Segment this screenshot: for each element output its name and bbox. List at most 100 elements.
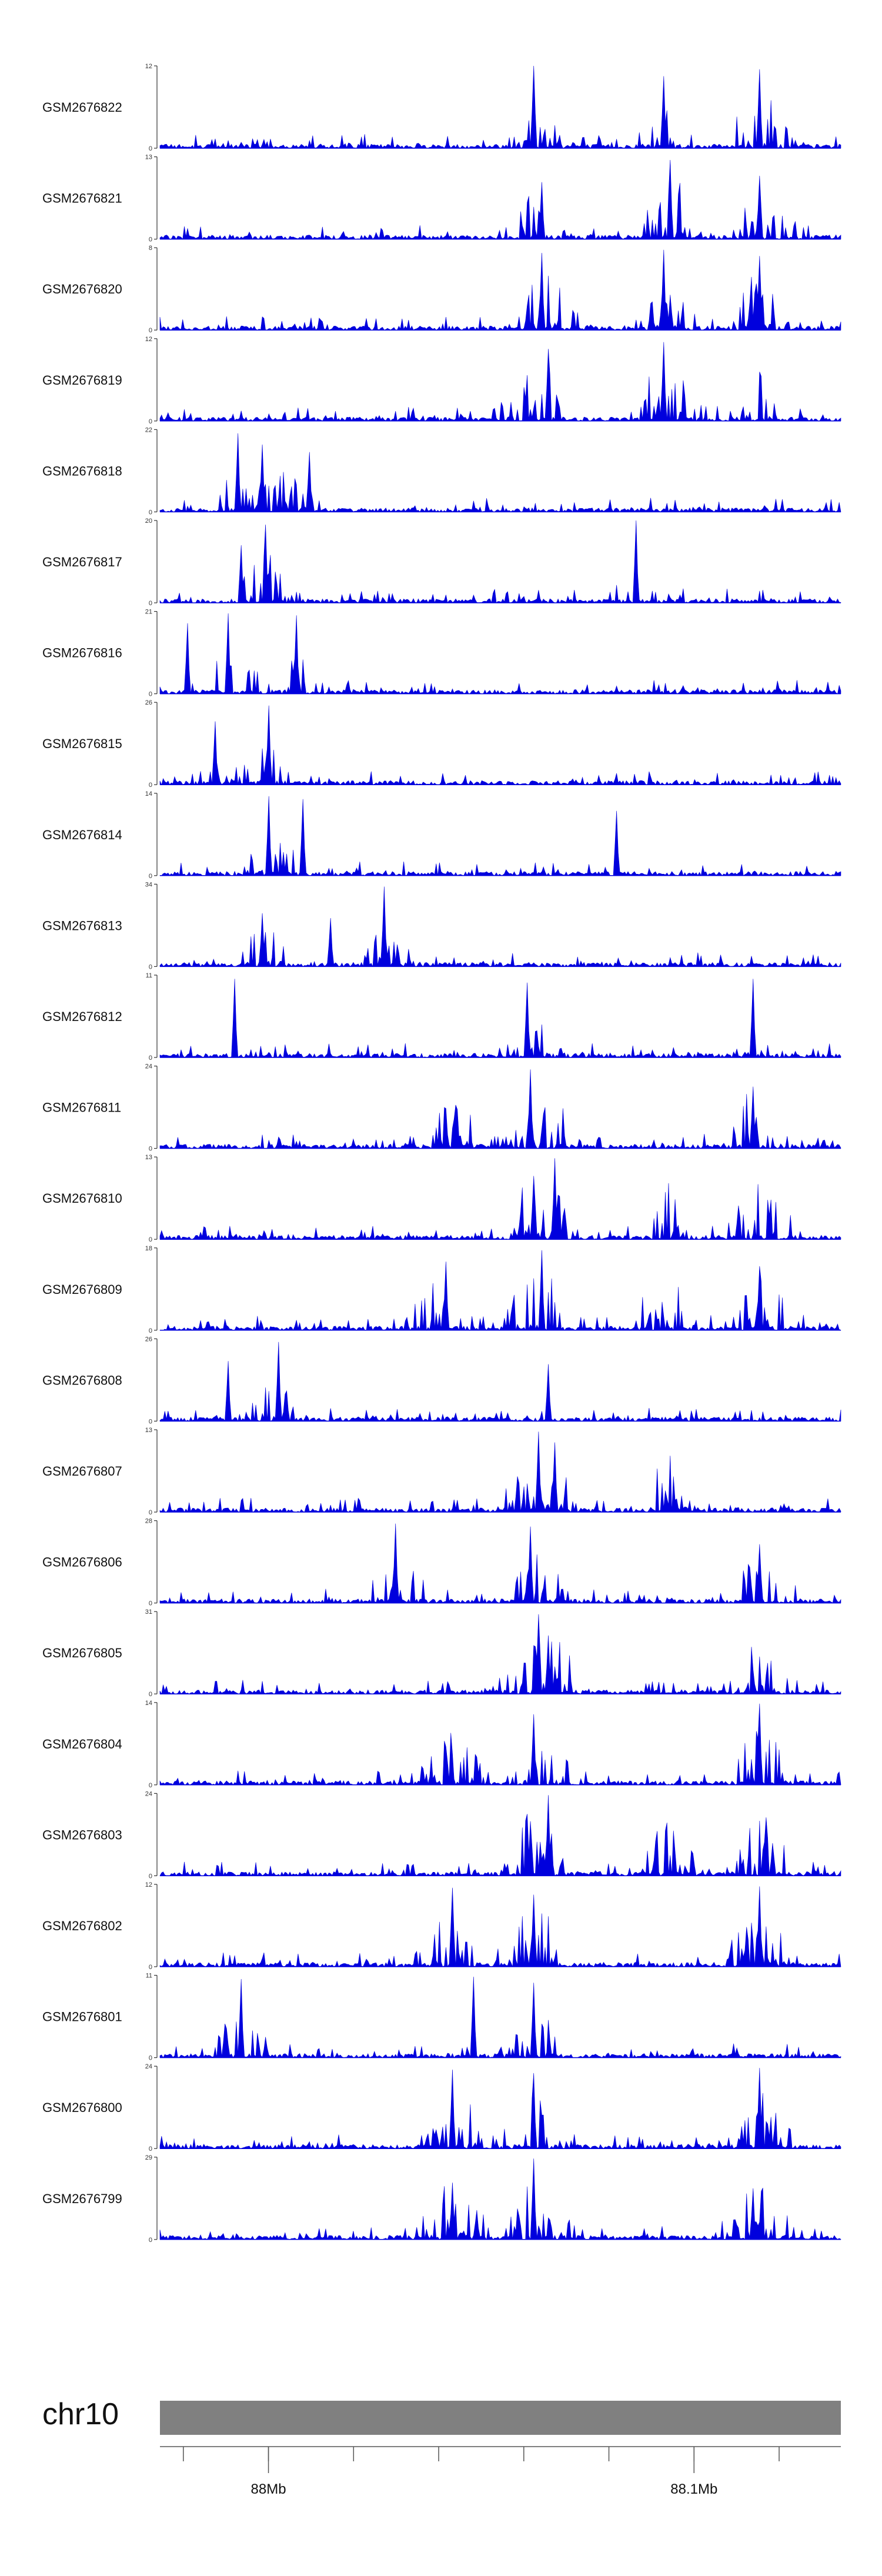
track-label: GSM2676819: [42, 373, 122, 388]
track-label: GSM2676812: [42, 1009, 122, 1024]
y-axis-max-label: 12: [145, 336, 152, 343]
track-GSM2676817: GSM2676817 20 0: [42, 518, 841, 607]
signal-area: [159, 520, 841, 604]
track-label: GSM2676809: [42, 1282, 122, 1297]
track-label: GSM2676807: [42, 1464, 122, 1479]
track-label: GSM2676814: [42, 827, 122, 842]
track-GSM2676802: GSM2676802 12 0: [42, 1881, 841, 1971]
track-label: GSM2676816: [42, 646, 122, 660]
y-axis-max-label: 28: [145, 1518, 152, 1525]
track-label: GSM2676808: [42, 1373, 122, 1387]
signal-area: [159, 613, 841, 695]
track-GSM2676810: GSM2676810 13 0: [42, 1154, 841, 1243]
y-axis-max-label: 29: [145, 2154, 152, 2161]
track-label: GSM2676806: [42, 1555, 122, 1570]
y-axis-max-label: 26: [145, 1336, 152, 1343]
y-axis-max-label: 24: [145, 1063, 152, 1070]
track-GSM2676801: GSM2676801 11 0: [42, 1973, 841, 2062]
y-axis-min-label: 0: [149, 1873, 152, 1880]
track-GSM2676809: GSM2676809 18 0: [42, 1245, 841, 1334]
track-label: GSM2676800: [42, 2100, 122, 2115]
track-GSM2676816: GSM2676816 21 0: [42, 609, 841, 698]
track-label: GSM2676811: [42, 1100, 121, 1115]
track-GSM2676814: GSM2676814 14 0: [42, 790, 841, 880]
y-axis-min-label: 0: [149, 1691, 152, 1698]
track-label: GSM2676815: [42, 736, 122, 751]
track-label: GSM2676799: [42, 2191, 122, 2206]
signal-area: [159, 65, 841, 149]
y-axis-max-label: 13: [145, 1427, 152, 1434]
signal-area: [159, 249, 841, 331]
track-GSM2676804: GSM2676804 14 0: [42, 1700, 841, 1789]
y-axis-min-label: 0: [149, 600, 152, 607]
signal-area: [159, 2068, 841, 2150]
signal-area: [159, 2158, 841, 2240]
signal-area: [159, 1795, 841, 1877]
y-axis-max-label: 13: [145, 154, 152, 161]
y-axis-min-label: 0: [149, 1509, 152, 1516]
y-axis-max-label: 12: [145, 1881, 152, 1888]
y-axis-min-label: 0: [149, 1964, 152, 1971]
signal-area: [159, 1342, 841, 1422]
track-GSM2676805: GSM2676805 31 0: [42, 1609, 841, 1698]
track-GSM2676819: GSM2676819 12 0: [42, 336, 841, 425]
y-axis-max-label: 11: [146, 1973, 152, 1980]
signal-area: [159, 796, 841, 876]
track-GSM2676806: GSM2676806 28 0: [42, 1518, 841, 1607]
signal-area: [159, 1250, 841, 1331]
y-axis-min-label: 0: [149, 1236, 152, 1243]
track-label: GSM2676821: [42, 191, 122, 206]
y-axis-min-label: 0: [149, 963, 152, 970]
y-axis-min-label: 0: [149, 1782, 152, 1789]
track-label: GSM2676818: [42, 463, 122, 478]
track-label: GSM2676804: [42, 1737, 122, 1751]
track-label: GSM2676813: [42, 918, 122, 933]
y-axis-min-label: 0: [149, 327, 152, 334]
track-label: GSM2676817: [42, 555, 122, 569]
y-axis-max-label: 14: [145, 790, 152, 798]
signal-area: [159, 159, 841, 240]
track-label: GSM2676803: [42, 1827, 122, 1842]
y-axis-min-label: 0: [149, 2145, 152, 2153]
tick-label: 88.1Mb: [670, 2481, 717, 2497]
y-axis-min-label: 0: [149, 873, 152, 880]
track-GSM2676820: GSM2676820 8 0: [42, 245, 841, 334]
y-axis-max-label: 13: [145, 1154, 152, 1161]
y-axis-max-label: 21: [145, 609, 152, 616]
track-GSM2676807: GSM2676807 13 0: [42, 1427, 841, 1516]
track-layer: GSM2676822120GSM2676821130GSM267682080GS…: [42, 63, 841, 2244]
y-axis-min-label: 0: [149, 145, 152, 152]
y-axis-max-label: 24: [145, 2063, 152, 2070]
ideogram-bar: [160, 2401, 841, 2435]
signal-area: [159, 1069, 841, 1149]
y-axis-max-label: 18: [145, 1245, 152, 1252]
chromosome-label: chr10: [42, 2397, 119, 2431]
track-GSM2676800: GSM2676800 24 0: [42, 2063, 841, 2153]
track-GSM2676811: GSM2676811 24 0: [42, 1063, 841, 1153]
y-axis-min-label: 0: [149, 236, 152, 243]
y-axis-max-label: 34: [145, 881, 152, 888]
y-axis-max-label: 20: [145, 518, 152, 525]
axis-ticks: 88Mb 88.1Mb: [183, 2447, 780, 2497]
track-GSM2676813: GSM2676813 34 0: [42, 881, 841, 970]
track-GSM2676803: GSM2676803 24 0: [42, 1790, 841, 1880]
y-axis-max-label: 11: [146, 972, 152, 979]
signal-area: [159, 886, 841, 967]
chromosome-ideogram: chr10 88Mb 88.1Mb: [42, 2397, 841, 2497]
track-label: GSM2676805: [42, 1646, 122, 1660]
y-axis-min-label: 0: [149, 1600, 152, 1607]
signal-area: [159, 1977, 841, 2058]
y-axis-min-label: 0: [149, 1418, 152, 1425]
track-GSM2676808: GSM2676808 26 0: [42, 1336, 841, 1425]
track-label: GSM2676820: [42, 282, 122, 296]
signal-area: [159, 1523, 841, 1604]
signal-area: [159, 1432, 841, 1513]
track-GSM2676815: GSM2676815 26 0: [42, 699, 841, 789]
y-axis-max-label: 24: [145, 1790, 152, 1797]
track-GSM2676812: GSM2676812 11 0: [42, 972, 841, 1062]
signal-area: [159, 433, 841, 513]
y-axis-min-label: 0: [149, 1146, 152, 1153]
signal-area: [159, 1703, 841, 1786]
signal-area: [159, 1886, 841, 1967]
